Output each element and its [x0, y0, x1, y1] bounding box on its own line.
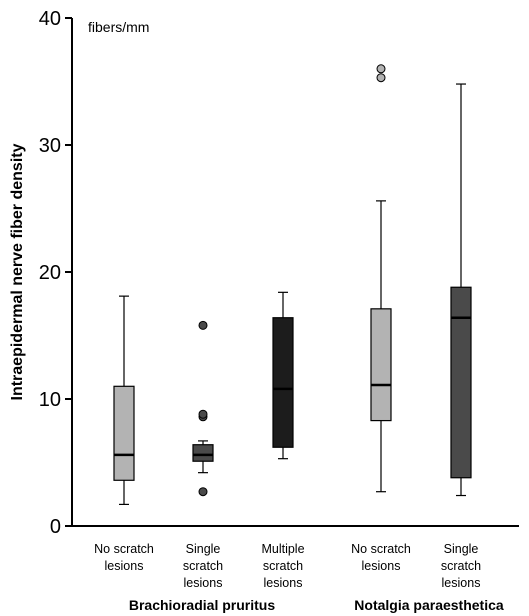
y-tick-label: 40: [39, 8, 61, 30]
category-label: Single: [444, 542, 479, 556]
group-label: Brachioradial pruritus: [129, 597, 275, 613]
category-label: scratch: [183, 559, 223, 573]
box-iqr: [272, 317, 294, 448]
category-label: Multiple: [261, 542, 304, 556]
y-axis-title: Intraepidermal nerve fiber density: [9, 143, 26, 400]
y-tick-label: 30: [39, 135, 61, 157]
category-label: No scratch: [94, 542, 154, 556]
box-5: [450, 83, 472, 497]
y-unit-label: fibers/mm: [88, 19, 149, 35]
y-tick-label: 0: [50, 516, 61, 538]
box-2: [192, 320, 214, 497]
box-1: [113, 295, 135, 506]
y-axis: 0 10 20 30 40: [39, 8, 519, 538]
y-tick-label: 20: [39, 262, 61, 284]
category-label: lesions: [105, 559, 144, 573]
category-label: lesions: [442, 576, 481, 590]
category-label: lesions: [362, 559, 401, 573]
category-label: Single: [186, 542, 221, 556]
outlier-point: [198, 409, 208, 419]
box-3: [272, 291, 294, 460]
box-iqr: [450, 286, 472, 479]
outlier-point: [376, 73, 386, 83]
box-iqr: [192, 444, 214, 462]
boxes: [113, 64, 472, 506]
category-label: lesions: [264, 576, 303, 590]
box-iqr: [113, 385, 135, 481]
outlier-point: [198, 320, 208, 330]
group-label: Notalgia paraesthetica: [354, 597, 504, 613]
category-label: No scratch: [351, 542, 411, 556]
box-iqr: [370, 308, 392, 422]
y-tick-label: 10: [39, 389, 61, 411]
box-4: [370, 64, 392, 493]
category-label: scratch: [441, 559, 481, 573]
outlier-point: [198, 487, 208, 497]
category-label: scratch: [263, 559, 303, 573]
x-axis-labels: No scratch lesions Single scratch lesions Mul…: [94, 542, 504, 613]
outlier-point: [376, 64, 386, 74]
category-label: lesions: [184, 576, 223, 590]
